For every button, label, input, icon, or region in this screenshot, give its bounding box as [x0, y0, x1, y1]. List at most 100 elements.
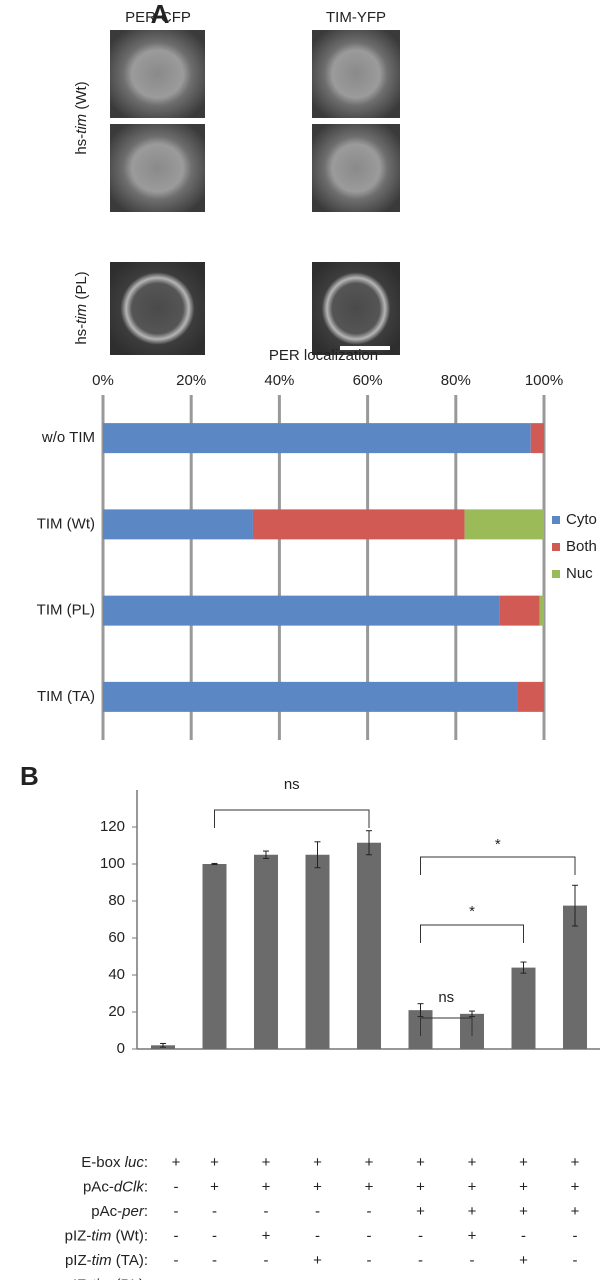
bar — [305, 854, 330, 1049]
table-cell: - — [470, 1252, 475, 1269]
table-cell: + — [313, 1178, 322, 1195]
table-cell: + — [519, 1252, 528, 1269]
y-tick-label: 60 — [108, 929, 125, 946]
label-part: pIZ- — [65, 1252, 92, 1269]
bar-segment — [103, 423, 531, 454]
label-part: tim — [92, 1252, 112, 1269]
legend-label: Nuc — [566, 565, 593, 582]
error-bar — [572, 884, 578, 927]
label-part: per — [121, 1203, 145, 1220]
image — [312, 30, 400, 118]
x-tick-label: 100% — [525, 372, 563, 389]
table-cell: + — [210, 1154, 219, 1171]
table-cell: - — [315, 1227, 320, 1244]
error-bar — [211, 862, 218, 866]
table-cell: + — [365, 1178, 374, 1195]
error-bar — [160, 1042, 166, 1048]
table-cell: - — [264, 1203, 269, 1220]
row-label: hs-tim (PL) — [73, 271, 90, 344]
label-part: (PL): — [111, 1276, 148, 1280]
row-label: E-box luc: — [81, 1154, 148, 1171]
bar-segment — [103, 595, 500, 626]
table-cell: - — [573, 1252, 578, 1269]
bar-segment — [103, 509, 253, 540]
bracket — [420, 856, 576, 875]
table-cell: + — [468, 1154, 477, 1171]
table-cell: - — [264, 1276, 269, 1280]
table-cell: - — [315, 1203, 320, 1220]
table-cell: - — [315, 1276, 320, 1280]
table-cell: - — [174, 1203, 179, 1220]
bar-segment — [252, 509, 465, 540]
bar — [202, 864, 227, 1049]
table-cell: - — [212, 1276, 217, 1280]
label-part: tim — [73, 304, 90, 324]
y-tick-label: w/o TIM — [41, 429, 95, 446]
row-label: pAc-dClk: — [83, 1178, 148, 1195]
bar-segment — [539, 595, 544, 626]
label-part: (Wt): — [111, 1227, 148, 1244]
x-tick-label: 40% — [264, 372, 294, 389]
label-part: hs- — [73, 134, 90, 155]
chart-title: PER localization — [269, 347, 378, 364]
table-cell: + — [571, 1154, 580, 1171]
image — [110, 262, 205, 355]
table-cell: - — [212, 1203, 217, 1220]
table-cell: - — [573, 1227, 578, 1244]
label-part: pIZ- — [65, 1276, 92, 1280]
row-label: hs-tim (Wt) — [73, 81, 90, 154]
table-cell: + — [519, 1203, 528, 1220]
y-tick-label: 40 — [108, 966, 125, 983]
y-tick-label: 120 — [100, 818, 125, 835]
bar-segment — [517, 681, 544, 712]
column-label: TIM-YFP — [326, 9, 386, 26]
x-tick-label: 60% — [353, 372, 383, 389]
bracket — [214, 809, 370, 828]
table-cell: + — [416, 1154, 425, 1171]
table-cell: - — [470, 1276, 475, 1280]
table-cell: - — [521, 1276, 526, 1280]
bar — [511, 967, 536, 1049]
bar-segment — [103, 681, 518, 712]
table-cell: - — [418, 1276, 423, 1280]
table-cell: + — [210, 1178, 219, 1195]
table-cell: + — [416, 1203, 425, 1220]
image — [312, 262, 400, 355]
y-tick-label: TIM (PL) — [37, 602, 95, 619]
table-cell: - — [418, 1227, 423, 1244]
table-cell: - — [264, 1252, 269, 1269]
row-label: pIZ-tim (PL): — [65, 1276, 148, 1280]
table-cell: - — [174, 1252, 179, 1269]
label-part: tim — [91, 1276, 111, 1280]
label-part: : — [144, 1203, 148, 1220]
error-bar — [469, 1010, 475, 1018]
label-part: luc — [125, 1154, 145, 1171]
image — [312, 124, 400, 212]
table-cell: + — [313, 1252, 322, 1269]
error-bar — [263, 850, 269, 859]
bracket — [420, 924, 524, 943]
row-label: pIZ-tim (Wt): — [65, 1227, 148, 1244]
legend-label: Both — [566, 538, 597, 555]
table-cell: + — [519, 1154, 528, 1171]
column-label: PER-CFP — [125, 9, 191, 26]
table-cell: - — [174, 1178, 179, 1195]
table-cell: - — [212, 1227, 217, 1244]
label-part: : — [144, 1154, 148, 1171]
table-cell: + — [262, 1154, 271, 1171]
x-tick-label: 0% — [92, 372, 114, 389]
panel-label: A — [151, 0, 170, 29]
legend-swatch — [552, 570, 560, 578]
label-part: (TA): — [112, 1252, 148, 1269]
table-cell: + — [468, 1203, 477, 1220]
error-bar — [366, 830, 372, 856]
x-tick-label: 20% — [176, 372, 206, 389]
table-cell: + — [172, 1154, 181, 1171]
y-tick-label: 0 — [117, 1040, 125, 1057]
legend-swatch — [552, 543, 560, 551]
table-cell: + — [519, 1178, 528, 1195]
error-bar — [417, 1003, 424, 1018]
table-cell: - — [418, 1252, 423, 1269]
label-part: tim — [91, 1227, 111, 1244]
label-part: hs- — [73, 324, 90, 345]
